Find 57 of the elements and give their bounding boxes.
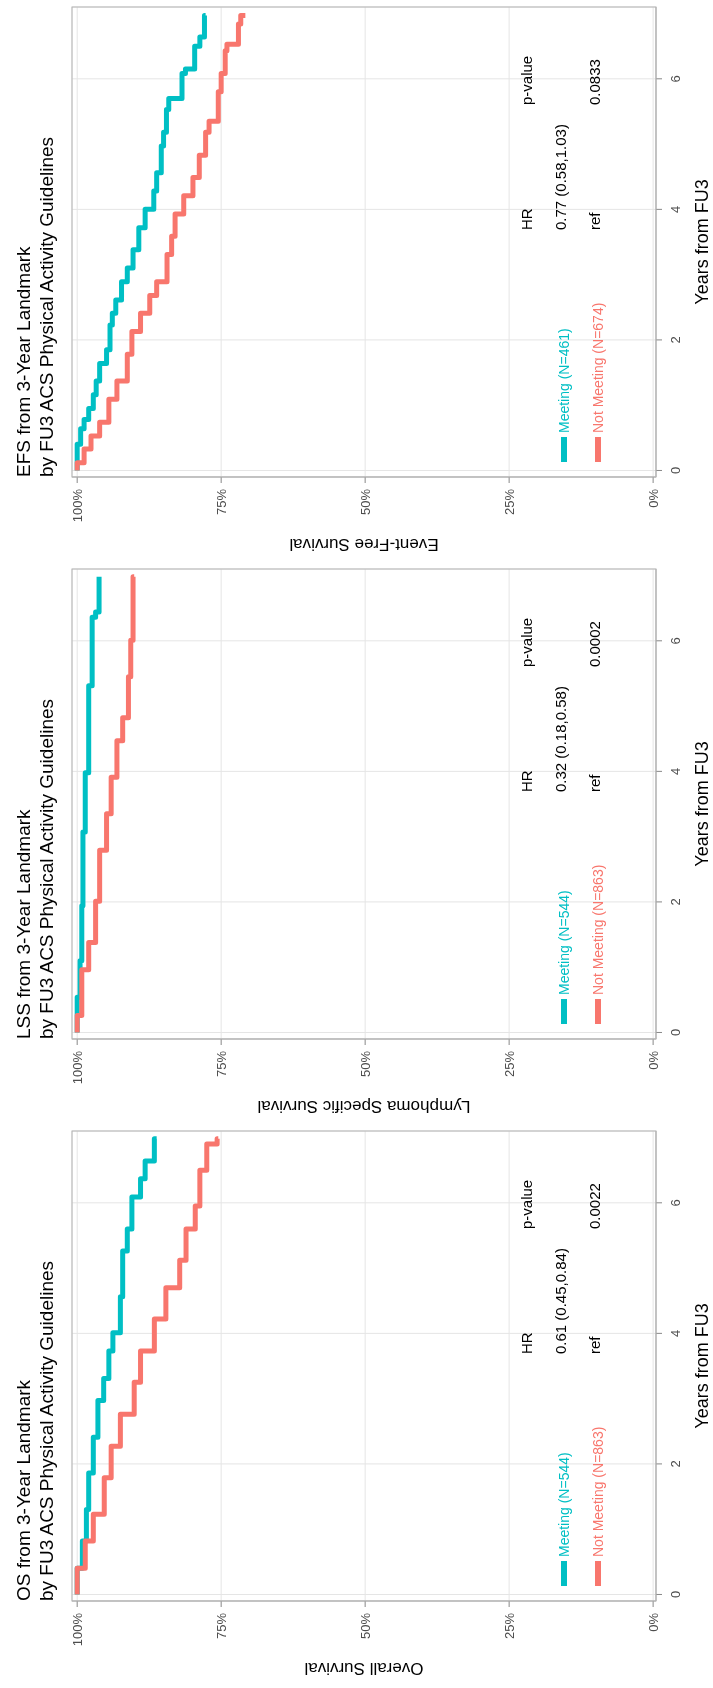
annotation: HR — [518, 770, 535, 792]
y-tick-label: 2 — [667, 898, 683, 906]
annotation: p-value — [518, 1179, 535, 1229]
x-tick-label: 25% — [501, 1612, 517, 1640]
annotation: 0.0002 — [586, 621, 603, 667]
x-tick-label: 0% — [645, 1612, 661, 1632]
x-tick-label: 0% — [645, 488, 661, 508]
y-tick-label: 4 — [667, 205, 683, 213]
text: LSS from 3-Year Landmark by FU3 ACS Physical Activity Guidelines — [13, 698, 57, 1039]
x-tick-label: 25% — [501, 1050, 517, 1078]
annotation: 0.32 (0.18,0.58) — [552, 686, 569, 792]
x-tick-label: 0% — [645, 1050, 661, 1070]
x-tick-label: 75% — [213, 1612, 229, 1640]
x-tick-label: 50% — [357, 1612, 373, 1640]
text: Meeting (N=544) — [556, 890, 572, 995]
text: OS from 3-Year Landmark by FU3 ACS Physical Activity Guidelines — [13, 1260, 57, 1601]
y-tick-label: 0 — [667, 1590, 683, 1599]
annotation: ref — [586, 211, 603, 230]
annotation: 0.61 (0.45,0.84) — [552, 1248, 569, 1354]
x-tick-label: 100% — [69, 1612, 85, 1647]
annotation: HR — [518, 1332, 535, 1354]
x-axis-title: Event-Free Survival — [289, 535, 439, 554]
text: Meeting (N=544) — [556, 1452, 572, 1557]
x-tick-label: 25% — [501, 488, 517, 516]
annotation: HR — [518, 208, 535, 230]
y-tick-label: 6 — [667, 75, 683, 83]
x-tick-label: 100% — [69, 1050, 85, 1085]
annotation: ref — [586, 773, 603, 792]
text: Not Meeting (N=863) — [590, 1426, 606, 1557]
y-tick-label: 2 — [667, 1460, 683, 1468]
annotation: 0.0022 — [586, 1183, 603, 1229]
annotation: 0.0833 — [586, 59, 603, 105]
x-tick-label: 75% — [213, 1050, 229, 1078]
annotation: 0.77 (0.58,1.03) — [552, 124, 569, 230]
x-axis-title: Lymphoma Specific Survival — [257, 1097, 471, 1116]
annotation: p-value — [518, 617, 535, 667]
x-tick-label: 50% — [357, 1050, 373, 1078]
x-tick-label: 50% — [357, 488, 373, 516]
text: EFS from 3-Year Landmark by FU3 ACS Physical Activity Guidelines — [13, 136, 57, 477]
text: Not Meeting (N=674) — [590, 302, 606, 433]
y-tick-label: 6 — [667, 1199, 683, 1207]
x-tick-label: 75% — [213, 488, 229, 516]
annotation: p-value — [518, 55, 535, 105]
y-axis-title: Years from FU3 — [692, 741, 713, 867]
y-axis-title: Years from FU3 — [692, 179, 713, 305]
y-tick-label: 0 — [667, 1028, 683, 1037]
annotation: ref — [586, 1335, 603, 1354]
y-tick-label: 4 — [667, 767, 683, 775]
x-axis-title: Overall Survival — [304, 1659, 424, 1678]
y-axis-title: Years from FU3 — [692, 1303, 713, 1429]
y-tick-label: 4 — [667, 1329, 683, 1337]
y-tick-label: 6 — [667, 637, 683, 645]
text: Meeting (N=461) — [556, 328, 572, 433]
y-tick-label: 2 — [667, 336, 683, 344]
text: Not Meeting (N=863) — [590, 864, 606, 995]
y-tick-label: 0 — [667, 466, 683, 475]
x-tick-label: 100% — [69, 488, 85, 523]
